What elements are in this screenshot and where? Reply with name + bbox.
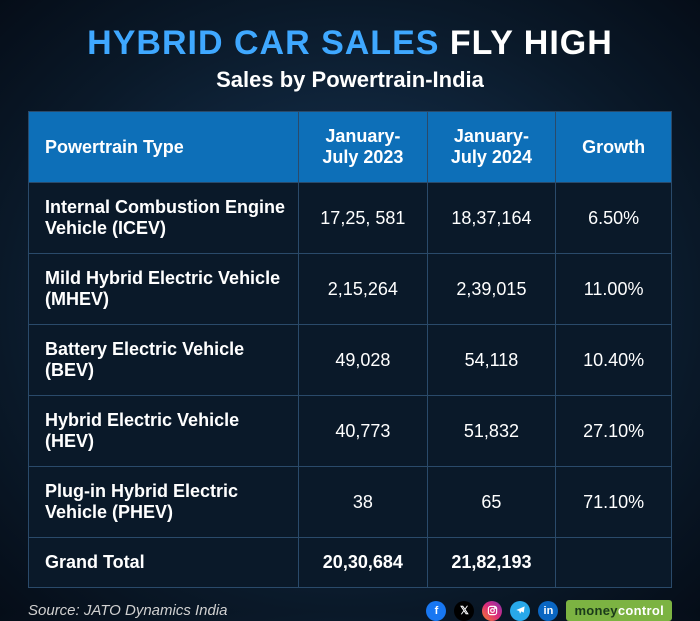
cell-total-label: Grand Total: [29, 538, 299, 588]
cell-2024: 51,832: [427, 396, 556, 467]
linkedin-icon: in: [538, 601, 558, 621]
col-header-growth: Growth: [556, 112, 672, 183]
cell-2023: 2,15,264: [299, 254, 428, 325]
footer: Source: JATO Dynamics India f 𝕏 in money…: [28, 588, 672, 621]
cell-total-growth: [556, 538, 672, 588]
cell-2024: 65: [427, 467, 556, 538]
cell-2023: 40,773: [299, 396, 428, 467]
cell-total-2024: 21,82,193: [427, 538, 556, 588]
title-accent: HYBRID CAR SALES: [87, 24, 439, 62]
cell-growth: 6.50%: [556, 183, 672, 254]
subtitle: Sales by Powertrain-India: [28, 67, 672, 93]
table-row: Internal Combustion Engine Vehicle (ICEV…: [29, 183, 672, 254]
title-white: FLY HIGH: [450, 24, 613, 62]
table-row: Mild Hybrid Electric Vehicle (MHEV) 2,15…: [29, 254, 672, 325]
cell-2024: 54,118: [427, 325, 556, 396]
table-header-row: Powertrain Type January-July 2023 Januar…: [29, 112, 672, 183]
cell-type: Plug-in Hybrid Electric Vehicle (PHEV): [29, 467, 299, 538]
main-title: HYBRID CAR SALES FLY HIGH: [28, 24, 672, 63]
cell-growth: 10.40%: [556, 325, 672, 396]
facebook-icon: f: [426, 601, 446, 621]
cell-2023: 38: [299, 467, 428, 538]
cell-2023: 49,028: [299, 325, 428, 396]
cell-type: Battery Electric Vehicle (BEV): [29, 325, 299, 396]
cell-type: Internal Combustion Engine Vehicle (ICEV…: [29, 183, 299, 254]
infographic-container: HYBRID CAR SALES FLY HIGH Sales by Power…: [0, 0, 700, 612]
x-icon: 𝕏: [454, 601, 474, 621]
brand-logo: moneycontrol: [566, 600, 672, 621]
source-text: Source: JATO Dynamics India: [28, 602, 228, 619]
table-row: Hybrid Electric Vehicle (HEV) 40,773 51,…: [29, 396, 672, 467]
cell-2024: 2,39,015: [427, 254, 556, 325]
table-row: Plug-in Hybrid Electric Vehicle (PHEV) 3…: [29, 467, 672, 538]
cell-type: Mild Hybrid Electric Vehicle (MHEV): [29, 254, 299, 325]
col-header-2024: January-July 2024: [427, 112, 556, 183]
social-icons: f 𝕏 in moneycontrol: [426, 600, 672, 621]
cell-growth: 11.00%: [556, 254, 672, 325]
table-total-row: Grand Total 20,30,684 21,82,193: [29, 538, 672, 588]
table-row: Battery Electric Vehicle (BEV) 49,028 54…: [29, 325, 672, 396]
cell-growth: 71.10%: [556, 467, 672, 538]
sales-table: Powertrain Type January-July 2023 Januar…: [28, 111, 672, 588]
cell-total-2023: 20,30,684: [299, 538, 428, 588]
cell-type: Hybrid Electric Vehicle (HEV): [29, 396, 299, 467]
telegram-icon: [510, 601, 530, 621]
cell-2024: 18,37,164: [427, 183, 556, 254]
col-header-2023: January-July 2023: [299, 112, 428, 183]
cell-growth: 27.10%: [556, 396, 672, 467]
instagram-icon: [482, 601, 502, 621]
col-header-powertrain: Powertrain Type: [29, 112, 299, 183]
cell-2023: 17,25, 581: [299, 183, 428, 254]
